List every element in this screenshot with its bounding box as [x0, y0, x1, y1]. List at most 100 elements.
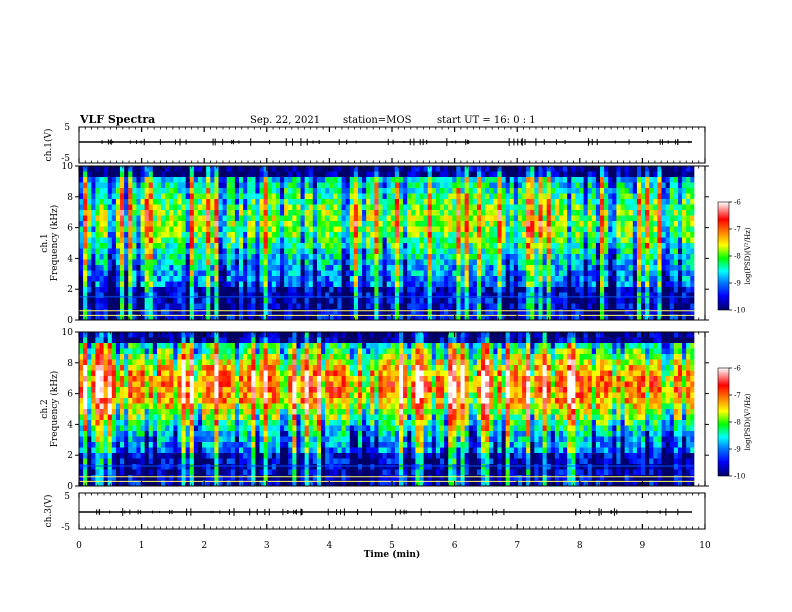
spectrogram-cell	[538, 292, 543, 299]
spectrogram-cell	[247, 199, 252, 205]
spectrogram-cell	[132, 254, 137, 260]
spectrogram-cell	[673, 199, 679, 205]
spectrogram-cell	[563, 303, 568, 310]
spectrogram-cell	[587, 193, 593, 200]
spectrogram-cell	[230, 309, 236, 315]
spectrogram-cell	[312, 303, 318, 310]
spectrogram-cell	[181, 281, 187, 288]
spectrogram-cell	[353, 210, 359, 216]
spectrogram-cell	[558, 177, 564, 183]
spectrogram-cell	[669, 309, 675, 315]
spectrogram-cell	[156, 453, 162, 459]
spectrogram-cell	[567, 287, 572, 293]
spectrogram-cell	[538, 188, 543, 194]
spectrogram-cell	[641, 177, 646, 183]
spectrogram-cell	[91, 475, 96, 481]
spectrogram-cell	[115, 188, 121, 194]
spectrogram-cell	[124, 398, 129, 404]
spectrogram-cell	[79, 475, 84, 481]
spectrogram-cell	[161, 381, 166, 388]
spectrogram-cell	[337, 270, 342, 277]
spectrogram-cell	[534, 193, 539, 200]
spectrogram-cell	[120, 237, 125, 244]
spectrogram-cell	[275, 287, 281, 293]
spectrogram-cell	[554, 265, 560, 271]
spectrogram-cell	[136, 254, 141, 260]
spectrogram-cell	[87, 199, 92, 205]
spectrogram-cell	[304, 166, 310, 172]
spectrogram-cell	[435, 177, 441, 183]
spectrogram-cell	[296, 309, 301, 315]
spectrogram-cell	[173, 248, 178, 255]
spectrogram-cell	[612, 292, 617, 299]
spectrogram-cell	[645, 292, 650, 299]
spectrogram-cell	[259, 199, 265, 205]
spectrogram-cell	[435, 215, 441, 222]
spectrogram-cell	[677, 193, 683, 200]
spectrogram-cell	[452, 171, 457, 178]
spectrogram-cell	[165, 259, 170, 266]
spectrogram-cell	[304, 199, 310, 205]
spectrogram-cell	[604, 210, 609, 216]
spectrogram-cell	[107, 387, 113, 393]
spectrogram-cell	[513, 171, 519, 178]
spectrogram-cell	[472, 292, 478, 299]
spectrogram-cell	[415, 254, 420, 260]
spectrogram-cell	[316, 199, 322, 205]
spectrogram-cell	[571, 199, 576, 205]
spectrogram-cell	[677, 298, 683, 304]
spectrogram-cell	[386, 265, 392, 271]
ch1-colorbar: -6-7-8-9-10 log(PSD)(V²/Hz)	[717, 199, 752, 315]
spectrogram-cell	[91, 447, 96, 454]
spectrogram-cell	[333, 237, 338, 244]
spectrogram-cell	[218, 188, 223, 194]
spectrogram-cell	[304, 232, 310, 238]
spectrogram-cell	[214, 265, 219, 271]
spectrogram-cell	[312, 309, 318, 315]
spectrogram-cell	[382, 199, 388, 205]
spectrogram-cell	[435, 298, 441, 304]
spectrogram-cell	[189, 281, 195, 288]
spectrogram-cell	[534, 232, 539, 238]
spectrogram-cell	[440, 182, 445, 189]
spectrogram-cell	[263, 210, 269, 216]
spectrogram-cell	[612, 171, 617, 178]
spectrogram-cell	[95, 365, 100, 371]
spectrogram-cell	[173, 243, 178, 249]
spectrogram-cell	[579, 204, 584, 211]
spectrogram-cell	[460, 309, 466, 315]
spectrogram-cell	[99, 226, 105, 233]
spectrogram-cell	[641, 204, 646, 211]
spectrogram-cell	[120, 221, 125, 227]
spectrogram-cell	[571, 276, 576, 282]
spectrogram-cell	[120, 365, 125, 371]
spectrogram-cell	[649, 243, 654, 249]
spectrogram-cell	[398, 259, 404, 266]
spectrogram-cell	[509, 292, 515, 299]
spectrogram-cell	[128, 215, 133, 222]
spectrogram-cell	[530, 232, 535, 238]
spectrogram-cell	[407, 188, 412, 194]
spectrogram-cell	[325, 226, 330, 233]
spectrogram-cell	[333, 259, 338, 266]
spectrogram-cell	[79, 199, 84, 205]
spectrogram-cell	[575, 171, 580, 178]
spectrogram-cell	[83, 259, 88, 266]
spectrogram-cell	[509, 232, 515, 238]
spectrogram-cell	[79, 248, 84, 255]
spectrogram-cell	[193, 276, 199, 282]
spectrogram-cell	[300, 303, 306, 310]
spectrogram-cell	[464, 259, 470, 266]
spectrogram-cell	[136, 453, 141, 459]
spectrogram-cell	[485, 171, 490, 178]
spectrogram-cell	[407, 254, 412, 260]
spectrogram-cell	[263, 215, 269, 222]
spectrogram-cell	[390, 237, 396, 244]
spectrogram-cell	[189, 243, 195, 249]
spectrogram-cell	[476, 292, 482, 299]
spectrogram-cell	[222, 276, 228, 282]
spectrogram-cell	[136, 414, 141, 421]
spectrogram-cell	[398, 182, 404, 189]
spectrogram-cell	[173, 199, 178, 205]
spectrogram-cell	[280, 270, 285, 277]
